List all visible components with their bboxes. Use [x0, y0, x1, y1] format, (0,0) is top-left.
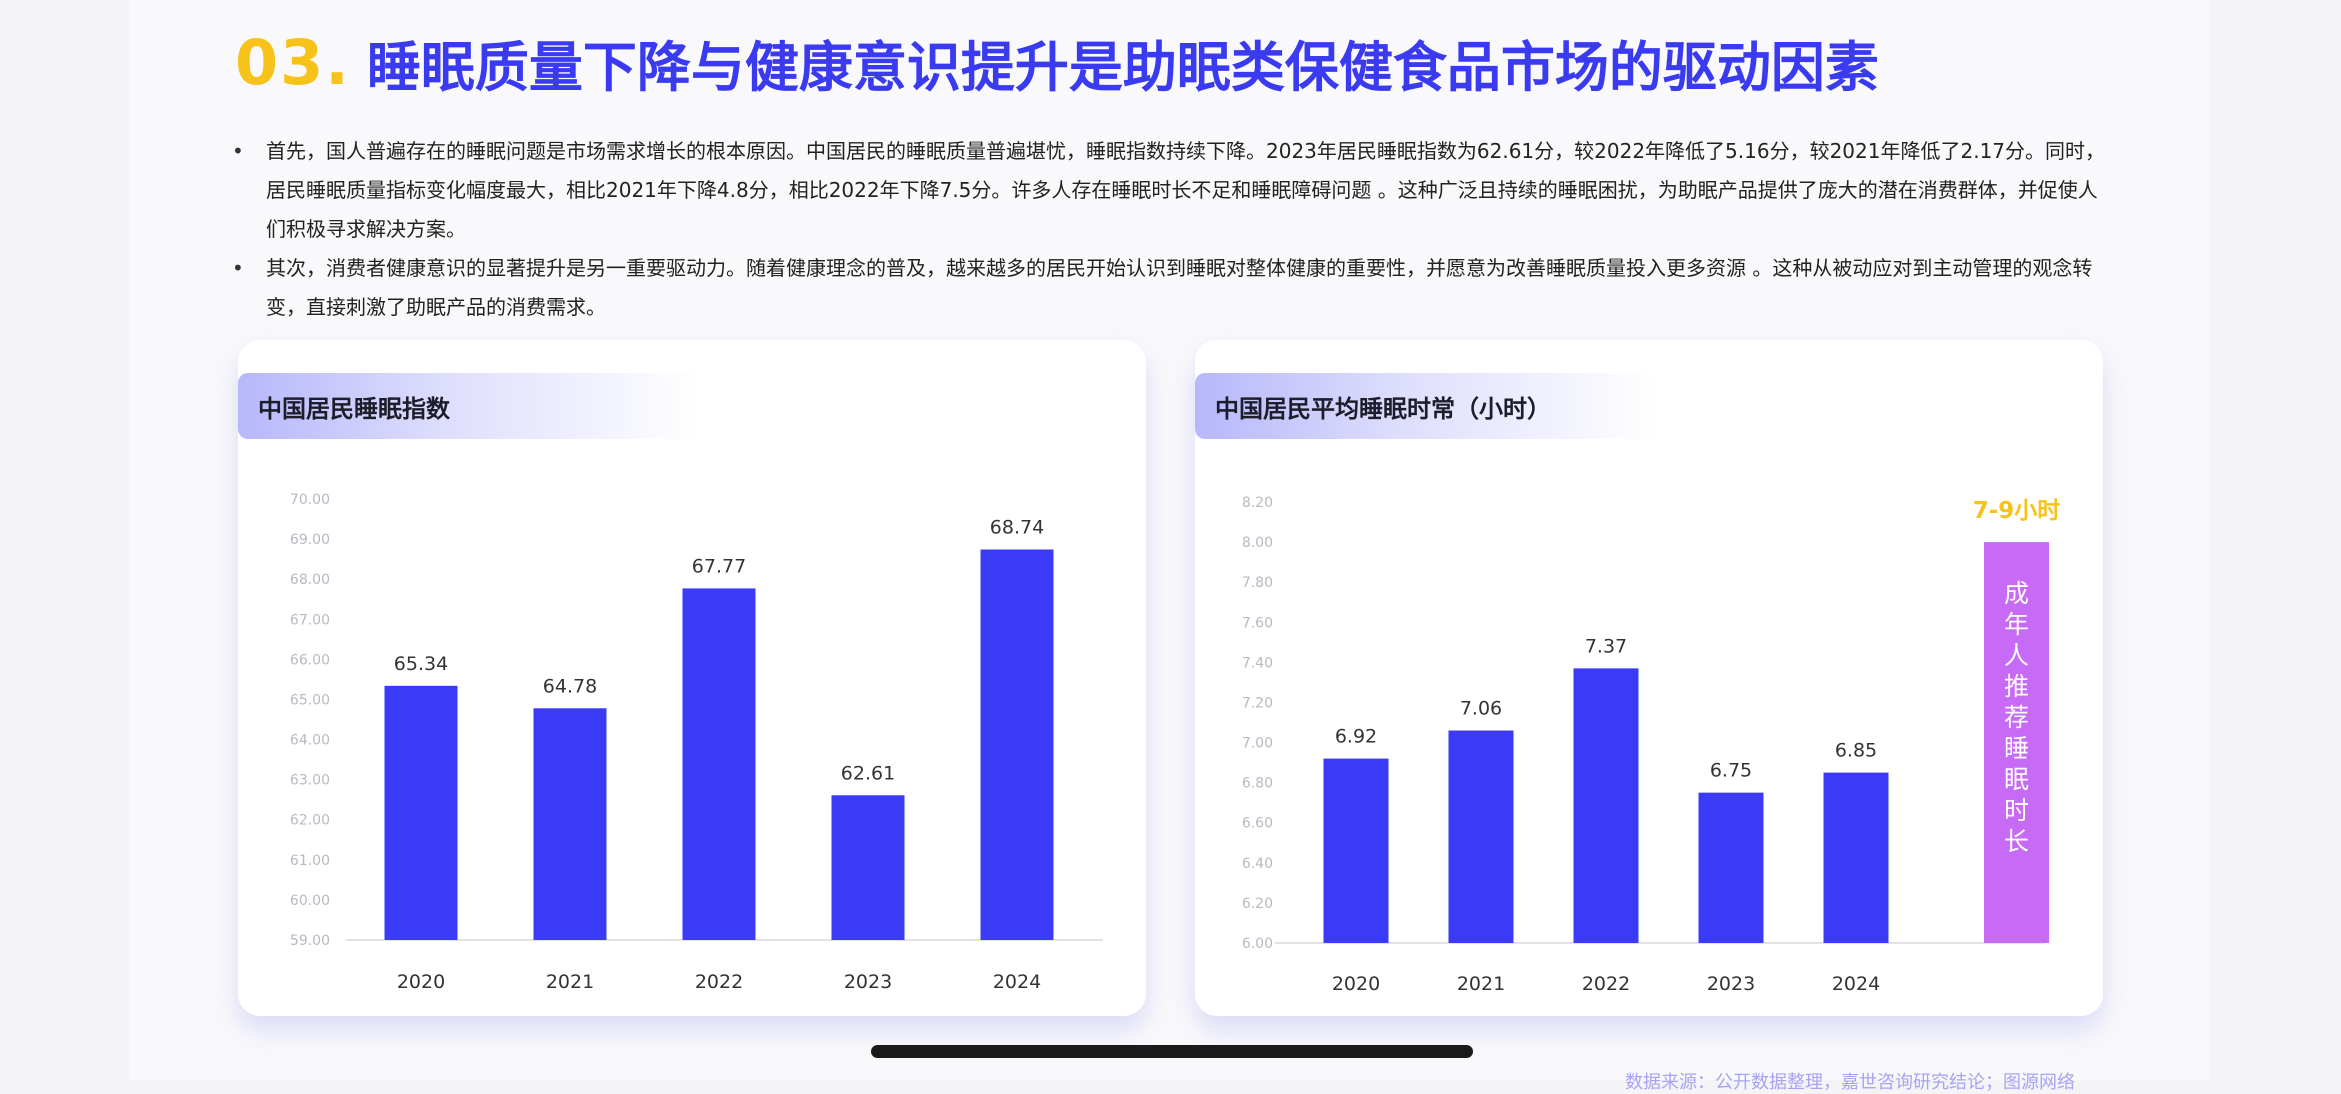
sleep-index-chart: 59.00 60.00 61.00 62.00 63.00 64.00 65.00 66.00… — [290, 492, 1103, 993]
title-text: 睡眠质量下降与健康意识提升是助眠类保健食品市场的驱动因素 — [366, 35, 1879, 99]
sleep-duration-chart: 6.00 6.20 6.40 6.60 6.80 7.00 7.20 7.40 7.60 7.80… — [1242, 495, 2061, 995]
bullet-list: • 首先，国人普遍存在的睡眠问题是市场需求增长的根本原因。中国居民的睡眠质量普遍… — [230, 132, 2105, 327]
bullet-marker: • — [232, 139, 244, 163]
bullet-item: • 首先，国人普遍存在的睡眠问题是市场需求增长的根本原因。中国居民的睡眠质量普遍… — [230, 132, 2105, 249]
y-tick-label: 67.00 — [290, 612, 330, 628]
x-tick-label: 2020 — [1332, 973, 1380, 995]
y-tick-label: 7.20 — [1242, 695, 1273, 711]
x-tick-label: 2024 — [993, 971, 1041, 993]
y-tick-label: 6.80 — [1242, 776, 1273, 792]
source-note: 数据来源：公开数据整理，嘉世咨询研究结论；图源网络 — [1625, 1072, 2075, 1093]
data-label: 64.78 — [543, 675, 597, 697]
x-tick-label: 2020 — [397, 971, 445, 993]
y-tick-label: 60.00 — [290, 893, 330, 909]
x-tick-label: 2021 — [546, 971, 594, 993]
bullet-item: • 其次，消费者健康意识的显著提升是另一重要驱动力。随着健康理念的普及，越来越多… — [230, 249, 2105, 327]
home-indicator[interactable] — [871, 1045, 1473, 1058]
bar — [1698, 792, 1764, 943]
data-label: 7.37 — [1585, 635, 1627, 657]
y-tick-label: 7.00 — [1242, 736, 1273, 752]
bar — [533, 708, 607, 940]
y-tick-label: 7.40 — [1242, 655, 1273, 671]
y-tick-label: 65.00 — [290, 692, 330, 708]
y-tick-label: 64.00 — [290, 733, 330, 749]
bullet-text: 首先，国人普遍存在的睡眠问题是市场需求增长的根本原因。中国居民的睡眠质量普遍堪忧… — [266, 139, 2106, 241]
data-label: 68.74 — [990, 517, 1044, 539]
y-tick-label: 6.40 — [1242, 856, 1273, 872]
recommended-range-bar — [1984, 542, 2049, 943]
y-tick-label: 62.00 — [290, 813, 330, 829]
x-tick-label: 2023 — [1707, 973, 1755, 995]
y-tick-label: 63.00 — [290, 773, 330, 789]
bar — [1823, 772, 1889, 943]
bar — [682, 588, 756, 940]
chart-title: 中国居民平均睡眠时常（小时） — [1195, 373, 1655, 439]
data-label: 62.61 — [841, 762, 895, 784]
y-tick-label: 70.00 — [290, 492, 330, 508]
data-label: 65.34 — [394, 653, 448, 675]
bar — [831, 795, 905, 940]
y-tick-label: 69.00 — [290, 532, 330, 548]
y-tick-label: 61.00 — [290, 853, 330, 869]
section-number: 03. — [235, 25, 351, 99]
y-tick-label: 59.00 — [290, 933, 330, 949]
y-tick-label: 7.60 — [1242, 615, 1273, 631]
y-tick-label: 8.20 — [1242, 495, 1273, 511]
annotation-text: 成年人推荐睡眠时长 — [2004, 579, 2029, 856]
y-tick-label: 8.00 — [1242, 535, 1273, 551]
data-label: 6.92 — [1335, 726, 1377, 748]
y-tick-label: 7.80 — [1242, 575, 1273, 591]
bar — [384, 685, 458, 940]
x-tick-label: 2023 — [844, 971, 892, 993]
y-tick-label: 6.20 — [1242, 896, 1273, 912]
x-tick-label: 2021 — [1457, 973, 1505, 995]
bullet-text: 其次，消费者健康意识的显著提升是另一重要驱动力。随着健康理念的普及，越来越多的居… — [266, 256, 2093, 319]
x-tick-label: 2022 — [695, 971, 743, 993]
y-tick-label: 6.60 — [1242, 816, 1273, 832]
bar — [980, 549, 1054, 940]
page-title: 03. 睡眠质量下降与健康意识提升是助眠类保健食品市场的驱动因素 — [235, 22, 1879, 102]
y-tick-label: 68.00 — [290, 572, 330, 588]
data-label: 67.77 — [692, 555, 746, 577]
annotation-label: 7-9小时 — [1973, 498, 2061, 524]
y-tick-label: 6.00 — [1242, 936, 1273, 952]
y-tick-label: 66.00 — [290, 652, 330, 668]
bar — [1573, 668, 1639, 943]
chart-card-sleep-index: 中国居民睡眠指数 59.00 60.00 61.00 62.00 63.00 64.00 6… — [238, 340, 1146, 1016]
bullet-marker: • — [232, 256, 244, 280]
bar — [1448, 730, 1514, 943]
chart-card-sleep-duration: 中国居民平均睡眠时常（小时） 6.00 6.20 6.40 6.60 6.80 7.00 7… — [1195, 340, 2103, 1016]
data-label: 6.85 — [1835, 740, 1877, 762]
chart-title: 中国居民睡眠指数 — [238, 373, 698, 439]
bar — [1323, 758, 1389, 943]
data-label: 6.75 — [1710, 760, 1752, 782]
x-tick-label: 2022 — [1582, 973, 1630, 995]
x-tick-label: 2024 — [1832, 973, 1880, 995]
data-label: 7.06 — [1460, 698, 1502, 720]
